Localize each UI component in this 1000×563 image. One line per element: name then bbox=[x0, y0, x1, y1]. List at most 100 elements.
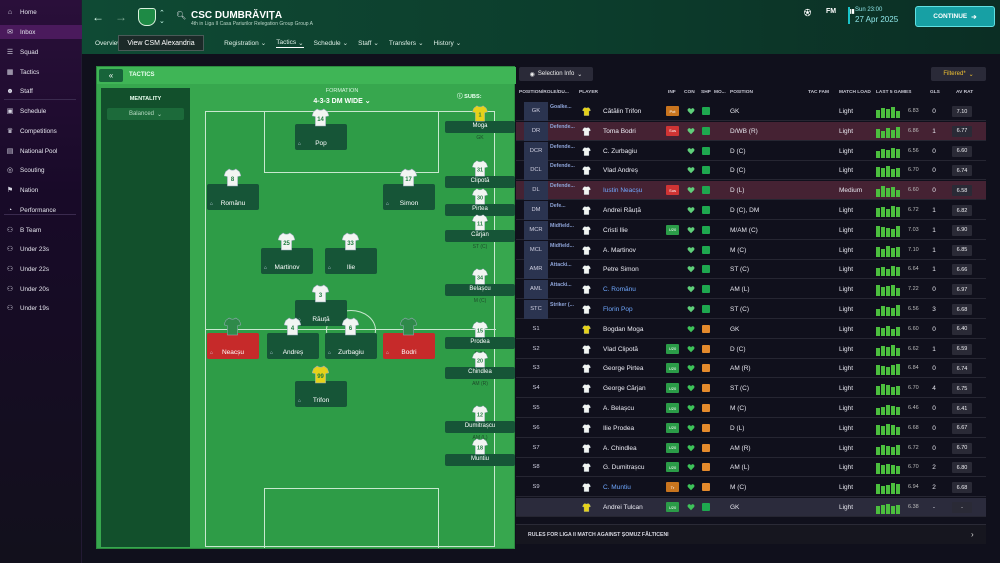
table-row[interactable]: DCL Defende... Vlad Andreș D (C) Light 6.70 0 6… bbox=[516, 161, 986, 181]
table-row[interactable]: DCR Defende... C. Zurbagiu D (C) Light 6.56 0 6… bbox=[516, 141, 986, 161]
column-header[interactable]: CON bbox=[684, 90, 695, 95]
info-badge[interactable]: U20 bbox=[666, 442, 679, 453]
club-name[interactable]: CSC DUMBRĂVIȚA bbox=[191, 10, 283, 21]
selection-info-button[interactable]: ◉ Selection Info ⌄ bbox=[519, 67, 593, 81]
sub-card-5[interactable]: 34 Belașcu M (C) bbox=[445, 268, 515, 304]
tab-schedule[interactable]: Schedule ⌄ bbox=[314, 39, 349, 48]
sidebar-item-staff[interactable]: ☻ Staff bbox=[0, 84, 82, 98]
column-header[interactable]: MATCH LOAD bbox=[839, 90, 871, 95]
player-name[interactable]: A. Martinov bbox=[603, 246, 636, 254]
player-name[interactable]: Andrei Tulcan bbox=[603, 504, 643, 511]
info-badge[interactable]: Sus bbox=[666, 185, 679, 196]
player-card-martinov[interactable]: 25 ⌂ Martinov bbox=[261, 232, 313, 274]
player-name[interactable]: A. Chindlea bbox=[603, 444, 637, 452]
tab-registration[interactable]: Registration ⌄ bbox=[224, 39, 266, 48]
sidebar-item-competitions[interactable]: ♛ Competitions bbox=[0, 124, 82, 138]
column-header[interactable]: POSITION bbox=[730, 90, 753, 95]
stats-icon[interactable]: ▮▮ bbox=[848, 9, 855, 15]
column-header[interactable]: TAC FAM bbox=[808, 90, 829, 95]
column-header[interactable]: AV RAT bbox=[956, 90, 974, 95]
match-rules-bar[interactable]: RULES FOR LIGA II MATCH AGAINST ȘOMUZ FĂ… bbox=[516, 524, 986, 544]
tab-transfers[interactable]: Transfers ⌄ bbox=[389, 39, 424, 48]
tab-tactics[interactable]: Tactics ⌄ bbox=[276, 39, 304, 48]
player-card-zurbagiu[interactable]: 6 ⌂ Zurbagiu bbox=[325, 317, 377, 359]
table-row[interactable]: S6 Ilie Prodea U20 D (L) Light 6.68 0 6.67 bbox=[516, 419, 986, 438]
column-header[interactable]: GLS bbox=[930, 90, 940, 95]
player-name[interactable]: Cristi Ilie bbox=[603, 226, 628, 234]
player-name[interactable]: Vlad Clipotă bbox=[603, 345, 639, 353]
sub-card-8[interactable]: 12 Dumitrașcu AM (L) bbox=[445, 405, 515, 441]
chevron-updown-icon[interactable]: ⌃ ⌄ bbox=[159, 10, 165, 25]
sidebar-item-tactics[interactable]: ▦ Tactics bbox=[0, 65, 82, 79]
table-row[interactable]: Andrei Tulcan U20 GK Light 6.38 - - bbox=[516, 498, 986, 517]
info-badge[interactable]: Tr bbox=[666, 482, 679, 493]
sub-card-3[interactable]: 30PirteaAM (R) bbox=[445, 188, 515, 224]
fm-logo[interactable]: FM bbox=[826, 8, 837, 15]
player-name[interactable]: George Cărjan bbox=[603, 385, 646, 393]
search-icon[interactable]: 🔍︎ bbox=[176, 11, 187, 20]
info-badge[interactable]: U20 bbox=[666, 462, 679, 473]
table-row[interactable]: AMR Attacki... Petre Simon ST (C) Light 6.64 1… bbox=[516, 260, 986, 280]
player-card-bodri[interactable]: ⌂ Bodri bbox=[383, 317, 435, 359]
sidebar-item-nation[interactable]: ⚑ Nation bbox=[0, 183, 82, 197]
player-card-rauta[interactable]: 3 ⌂ Răuță bbox=[295, 284, 347, 326]
player-name[interactable]: G. Dumitrașcu bbox=[603, 464, 645, 472]
sidebar-item-national-pool[interactable]: ▤ National Pool bbox=[0, 144, 82, 158]
sidebar-item-under-20s[interactable]: ⚇ Under 20s bbox=[0, 282, 82, 296]
sidebar-item-performance[interactable]: ◔ Performance bbox=[0, 203, 82, 217]
info-badge[interactable]: Pot bbox=[666, 106, 679, 116]
player-name[interactable]: Cătălin Trifon bbox=[603, 108, 642, 115]
info-badge[interactable]: U20 bbox=[666, 224, 679, 235]
ball-icon[interactable]: ⚽︎ bbox=[804, 10, 811, 17]
table-row[interactable]: MCR Midfield... Cristi Ilie U20 M/AM (C) Ligh… bbox=[516, 220, 986, 240]
info-badge[interactable]: Sus bbox=[666, 125, 679, 136]
column-header[interactable]: SHP bbox=[701, 90, 711, 95]
player-name[interactable]: Ilie Prodea bbox=[603, 424, 635, 432]
player-card-romanu[interactable]: 8 ⌂ Romănu bbox=[207, 168, 259, 210]
formation-select[interactable]: 4-3-3 DM WIDE ⌄ bbox=[313, 98, 371, 105]
column-header[interactable]: LAST 5 GAMES bbox=[876, 90, 912, 95]
player-name[interactable]: C. Romănu bbox=[603, 286, 636, 294]
info-badge[interactable]: U20 bbox=[666, 383, 679, 394]
table-row[interactable]: AML Attacki... C. Romănu AM (L) Light 7.22 0 6.… bbox=[516, 280, 986, 300]
column-header[interactable]: PLAYER bbox=[579, 90, 599, 95]
sub-card-1[interactable]: 1 Moga GK bbox=[445, 105, 515, 141]
tab-staff[interactable]: Staff ⌄ bbox=[358, 39, 379, 48]
sidebar-item-squad[interactable]: ☰ Squad bbox=[0, 45, 82, 59]
table-row[interactable]: S1 Bogdan Moga GK Light 6.60 0 6.40 bbox=[516, 320, 986, 339]
sub-card-9[interactable]: 18 Muntiu bbox=[445, 438, 515, 466]
table-row[interactable]: STC Striker (... Florin Pop ST (C) Light 6.56… bbox=[516, 300, 986, 319]
table-row[interactable]: S2 Vlad Clipotă U20 D (C) Light 6.62 1 6.59 bbox=[516, 340, 986, 359]
tab-overview[interactable]: Overview bbox=[95, 40, 122, 47]
table-row[interactable]: S8 G. Dumitrașcu U20 AM (L) Light 6.70 2 6.80 bbox=[516, 458, 986, 478]
player-name[interactable]: Petre Simon bbox=[603, 266, 639, 274]
mentality-select[interactable]: Balanced ⌄ bbox=[107, 108, 184, 120]
sub-card-7[interactable]: 20 Chindlea AM (R) bbox=[445, 351, 515, 387]
sidebar-item-under-23s[interactable]: ⚇ Under 23s bbox=[0, 242, 82, 256]
player-name[interactable]: C. Zurbagiu bbox=[603, 147, 637, 155]
info-badge[interactable]: U20 bbox=[666, 343, 679, 354]
player-name[interactable]: Toma Bodri bbox=[603, 127, 636, 135]
table-row[interactable]: DR Defende... Toma Bodri Sus D/WB (R) Light 6.… bbox=[516, 121, 986, 141]
tab-history[interactable]: History ⌄ bbox=[434, 39, 462, 48]
player-name[interactable]: Iustin Neacșu bbox=[603, 187, 643, 195]
sidebar-item-b-team[interactable]: ⚇ B Team bbox=[0, 223, 82, 237]
player-name[interactable]: A. Belașcu bbox=[603, 405, 635, 412]
player-card-pop[interactable]: 14 ⌂ Pop bbox=[295, 108, 347, 150]
sidebar-item-scouting[interactable]: ◎ Scouting bbox=[0, 163, 82, 177]
player-card-simon[interactable]: 17 ⌂ Simon bbox=[383, 168, 435, 210]
forward-arrow-icon[interactable]: → bbox=[115, 10, 127, 24]
sub-card-6[interactable]: 15ProdeaD (L) bbox=[445, 321, 515, 357]
sidebar-item-home[interactable]: ⌂ Home bbox=[0, 5, 82, 19]
player-name[interactable]: Andrei Răuță bbox=[603, 207, 641, 214]
player-name[interactable]: C. Muntiu bbox=[603, 484, 631, 492]
game-date[interactable]: Sun 23:00 27 Apr 2025 bbox=[848, 7, 898, 24]
info-badge[interactable]: U20 bbox=[666, 422, 679, 433]
player-card-ilie[interactable]: 33 ⌂ Ilie bbox=[325, 232, 377, 274]
table-row[interactable]: MCL Midfield... A. Martinov M (C) Light 7.10 1… bbox=[516, 240, 986, 260]
table-row[interactable]: S7 A. Chindlea U20 AM (R) Light 6.72 0 6.70 bbox=[516, 439, 986, 458]
sidebar-item-schedule[interactable]: ▣ Schedule bbox=[0, 104, 82, 118]
player-name[interactable]: Bogdan Moga bbox=[603, 325, 644, 333]
club-crest-icon[interactable] bbox=[138, 8, 156, 26]
collapse-button[interactable]: « bbox=[99, 69, 123, 82]
